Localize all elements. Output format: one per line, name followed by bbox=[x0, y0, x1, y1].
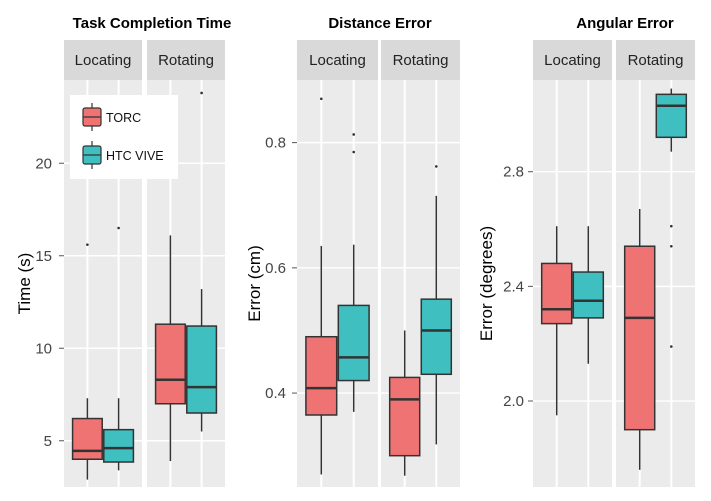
y-tick-label: 15 bbox=[35, 248, 52, 265]
chart-panel-3: Angular Error Error (degrees) Locating Rota… bbox=[477, 15, 695, 487]
y-tick-label: 0.8 bbox=[265, 135, 286, 152]
facet-label: Rotating bbox=[158, 52, 214, 69]
chart-title: Angular Error bbox=[576, 15, 674, 32]
outlier-point bbox=[352, 133, 356, 136]
facet-strip bbox=[64, 40, 142, 80]
box-torc bbox=[305, 97, 338, 475]
box-iqr bbox=[540, 262, 573, 325]
box-torc bbox=[154, 235, 186, 462]
outlier-point bbox=[670, 224, 673, 228]
box-torc bbox=[540, 226, 573, 416]
facet-label: Rotating bbox=[628, 52, 684, 69]
box-htc-vive bbox=[655, 88, 688, 348]
y-tick-label: 2.4 bbox=[503, 278, 524, 295]
outlier-point bbox=[86, 243, 89, 246]
y-tick-label: 2.8 bbox=[503, 164, 524, 181]
box-htc-vive bbox=[103, 226, 135, 471]
box-torc bbox=[388, 330, 421, 476]
y-tick-label: 0.4 bbox=[265, 385, 286, 402]
box-iqr bbox=[71, 417, 103, 460]
facet-label: Locating bbox=[544, 52, 601, 69]
y-axis-label: Time (s) bbox=[15, 253, 34, 315]
facet-label: Rotating bbox=[393, 52, 449, 69]
box-iqr bbox=[623, 245, 656, 431]
chart-panel-1: Task Completion Time Time (s) Locating Rota… bbox=[15, 15, 231, 487]
box-iqr bbox=[305, 335, 338, 416]
legend-label: TORC bbox=[106, 111, 141, 125]
outlier-point bbox=[200, 91, 203, 95]
outlier-point bbox=[435, 165, 438, 168]
y-tick-label: 10 bbox=[35, 340, 52, 357]
chart-title: Distance Error bbox=[328, 15, 432, 32]
box-htc-vive bbox=[186, 91, 218, 432]
facet-strip bbox=[297, 40, 378, 80]
chart-title: Task Completion Time bbox=[73, 15, 232, 32]
outlier-point bbox=[670, 244, 673, 248]
facet-label: Locating bbox=[309, 52, 366, 69]
box-htc-vive bbox=[572, 226, 605, 364]
y-axis-label: Error (degrees) bbox=[477, 226, 496, 341]
y-tick-label: 5 bbox=[44, 433, 52, 450]
box-torc bbox=[71, 243, 103, 480]
facet-strip bbox=[147, 40, 225, 80]
y-axis-label: Error (cm) bbox=[245, 245, 264, 321]
facet-strip bbox=[381, 40, 460, 80]
box-iqr bbox=[103, 428, 135, 463]
box-iqr bbox=[572, 271, 605, 319]
outlier-point bbox=[352, 150, 356, 154]
box-torc bbox=[623, 208, 656, 470]
y-tick-label: 0.6 bbox=[265, 260, 286, 277]
facet-strip bbox=[616, 40, 695, 80]
y-tick-label: 2.0 bbox=[503, 393, 524, 410]
box-iqr bbox=[655, 93, 688, 139]
box-iqr bbox=[154, 323, 186, 405]
legend: TORC HTC VIVE bbox=[70, 95, 178, 179]
chart-panel-2: Distance Error Error (cm) Locating Rotating… bbox=[245, 15, 460, 487]
box-htc-vive bbox=[420, 165, 453, 445]
box-iqr bbox=[337, 304, 370, 382]
facet-strip bbox=[533, 40, 612, 80]
plot-area bbox=[297, 80, 378, 487]
outlier-point bbox=[117, 226, 120, 230]
box-iqr bbox=[388, 376, 421, 457]
box-htc-vive bbox=[337, 133, 370, 412]
outlier-point bbox=[670, 345, 673, 348]
box-iqr bbox=[186, 325, 218, 414]
outlier-point bbox=[320, 97, 323, 101]
legend-label: HTC VIVE bbox=[106, 149, 164, 163]
facet-label: Locating bbox=[75, 52, 132, 69]
box-iqr bbox=[420, 298, 453, 376]
y-tick-label: 20 bbox=[35, 155, 52, 172]
